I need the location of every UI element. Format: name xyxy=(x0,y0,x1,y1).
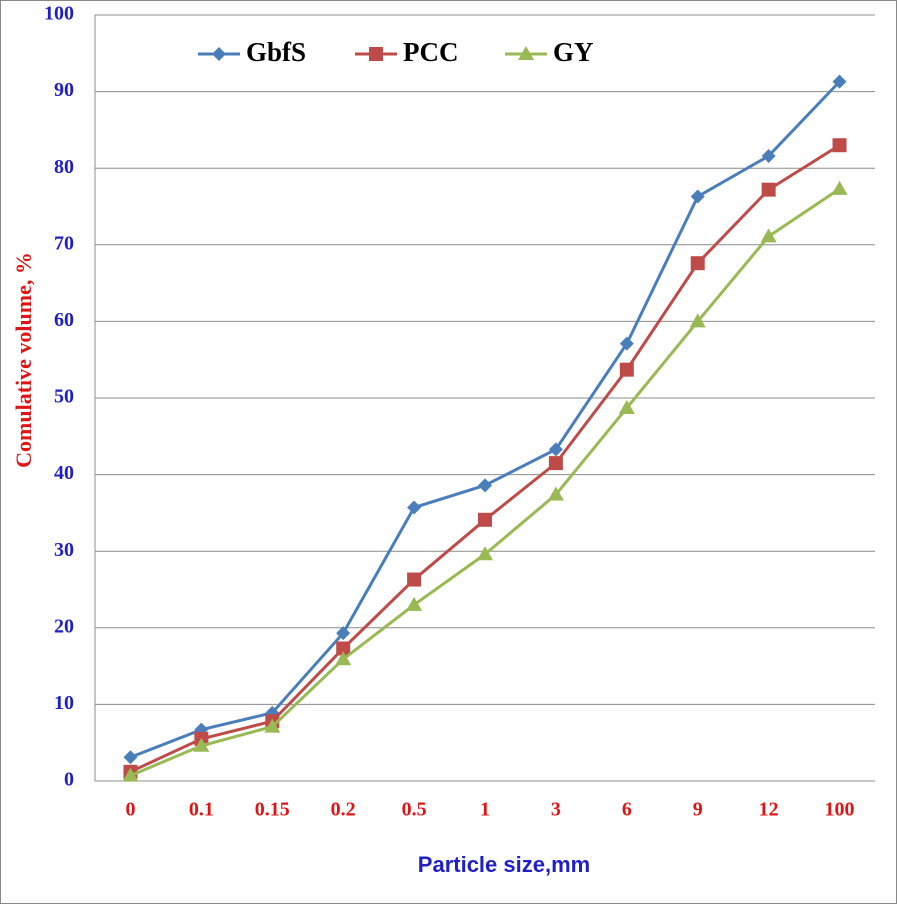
marker xyxy=(336,641,351,656)
marker xyxy=(760,228,777,243)
x-tick-label: 6 xyxy=(622,799,632,821)
marker xyxy=(548,456,563,471)
marker xyxy=(123,750,138,765)
y-tick-label: 90 xyxy=(54,79,74,101)
x-tick-label: 3 xyxy=(551,799,561,821)
x-tick-label: 0.2 xyxy=(331,799,356,821)
legend-label: PCC xyxy=(403,37,459,67)
marker xyxy=(832,74,847,89)
legend-marker xyxy=(518,46,534,60)
y-tick-label: 20 xyxy=(54,615,74,637)
marker xyxy=(548,442,563,457)
marker xyxy=(407,572,422,587)
y-tick-label: 0 xyxy=(64,769,74,791)
marker xyxy=(478,512,492,527)
marker xyxy=(618,399,635,414)
x-tick-label: 9 xyxy=(693,799,703,821)
y-tick-label: 80 xyxy=(54,156,74,178)
y-tick-label: 70 xyxy=(54,232,74,254)
marker xyxy=(547,486,564,501)
y-tick-label: 60 xyxy=(54,309,74,331)
x-tick-label: 12 xyxy=(759,799,779,821)
x-tick-label: 0 xyxy=(125,799,135,821)
marker xyxy=(336,626,351,641)
marker xyxy=(832,138,847,153)
marker xyxy=(619,336,634,351)
y-tick-label: 100 xyxy=(44,3,74,25)
marker xyxy=(831,180,848,195)
legend-label: GY xyxy=(553,37,594,67)
x-tick-label: 1 xyxy=(480,799,490,821)
marker xyxy=(264,718,281,733)
y-tick-label: 40 xyxy=(54,462,74,484)
marker xyxy=(619,362,634,377)
y-tick-label: 50 xyxy=(54,386,74,408)
x-tick-label: 0.15 xyxy=(255,799,290,821)
legend-label: GbfS xyxy=(246,37,306,67)
y-tick-label: 30 xyxy=(54,539,74,561)
marker xyxy=(407,500,422,515)
marker xyxy=(690,189,705,204)
marker xyxy=(477,546,493,561)
marker xyxy=(690,256,705,271)
marker xyxy=(122,767,139,782)
y-axis-title: Comulative volume, % xyxy=(11,252,36,468)
marker xyxy=(193,737,210,752)
marker xyxy=(406,596,423,611)
marker xyxy=(761,148,776,163)
x-tick-label: 0.5 xyxy=(402,799,427,821)
y-tick-label: 10 xyxy=(54,692,74,714)
marker xyxy=(335,651,352,666)
legend-marker xyxy=(212,47,226,61)
marker xyxy=(761,182,776,197)
marker xyxy=(689,313,706,328)
x-axis-title: Particle size,mm xyxy=(418,852,590,877)
x-tick-label: 0.1 xyxy=(189,799,214,821)
x-tick-label: 100 xyxy=(825,799,855,821)
marker xyxy=(478,478,492,493)
legend-marker xyxy=(369,47,383,61)
